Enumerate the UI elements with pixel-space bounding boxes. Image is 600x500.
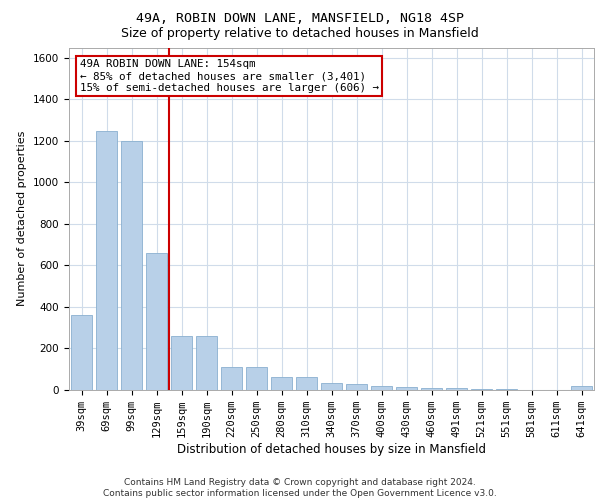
Bar (396, 387, 417, 390)
Y-axis label: Number of detached properties: Number of detached properties (17, 131, 28, 306)
Bar (71, 316, 92, 390)
Bar (271, 376, 292, 390)
Bar (121, 141, 142, 390)
Bar (496, 389, 517, 390)
Bar (221, 367, 242, 390)
Bar (346, 384, 367, 390)
Bar (146, 253, 167, 390)
Bar (196, 336, 217, 390)
Text: Contains HM Land Registry data © Crown copyright and database right 2024.
Contai: Contains HM Land Registry data © Crown c… (103, 478, 497, 498)
Text: Size of property relative to detached houses in Mansfield: Size of property relative to detached ho… (121, 28, 479, 40)
Bar (96, 130, 117, 390)
X-axis label: Distribution of detached houses by size in Mansfield: Distribution of detached houses by size … (177, 443, 486, 456)
Bar (446, 388, 467, 390)
Text: 49A ROBIN DOWN LANE: 154sqm
← 85% of detached houses are smaller (3,401)
15% of : 49A ROBIN DOWN LANE: 154sqm ← 85% of det… (79, 60, 379, 92)
Bar (321, 382, 342, 390)
Bar (246, 367, 267, 390)
Bar (371, 386, 392, 390)
Bar (171, 336, 192, 390)
Bar (571, 386, 592, 390)
Bar (421, 388, 442, 390)
Text: 49A, ROBIN DOWN LANE, MANSFIELD, NG18 4SP: 49A, ROBIN DOWN LANE, MANSFIELD, NG18 4S… (136, 12, 464, 26)
Bar (296, 376, 317, 390)
Bar (471, 389, 492, 390)
